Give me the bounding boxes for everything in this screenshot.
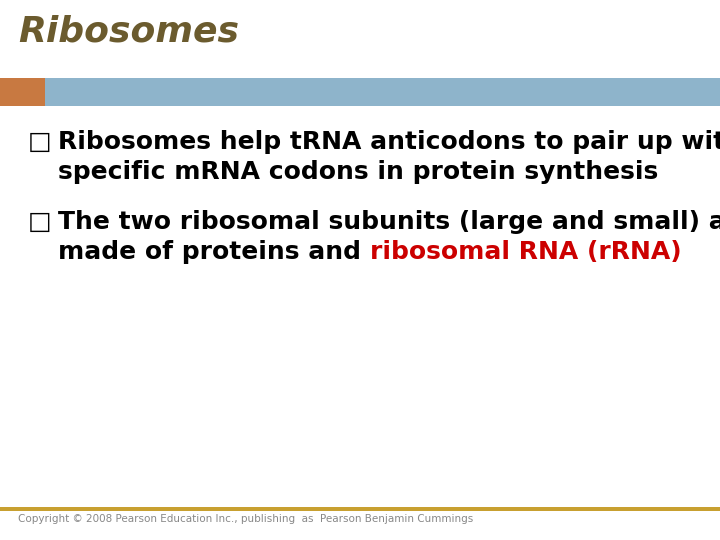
Text: Copyright © 2008 Pearson Education Inc., publishing  as  Pearson Benjamin Cummin: Copyright © 2008 Pearson Education Inc.,… [18,514,473,524]
Text: The two ribosomal subunits (large and small) are: The two ribosomal subunits (large and sm… [58,210,720,234]
Bar [45,78,720,106]
Text: □: □ [28,130,52,154]
Text: ribosomal RNA (rRNA): ribosomal RNA (rRNA) [370,240,681,264]
Bar [0,78,45,106]
Text: □: □ [28,210,52,234]
Text: specific mRNA codons in protein synthesis: specific mRNA codons in protein synthesi… [58,160,658,184]
Bar [0,507,720,511]
Text: made of proteins and: made of proteins and [58,240,370,264]
Text: Ribosomes: Ribosomes [18,14,239,48]
Text: Ribosomes help tRNA anticodons to pair up with: Ribosomes help tRNA anticodons to pair u… [58,130,720,154]
